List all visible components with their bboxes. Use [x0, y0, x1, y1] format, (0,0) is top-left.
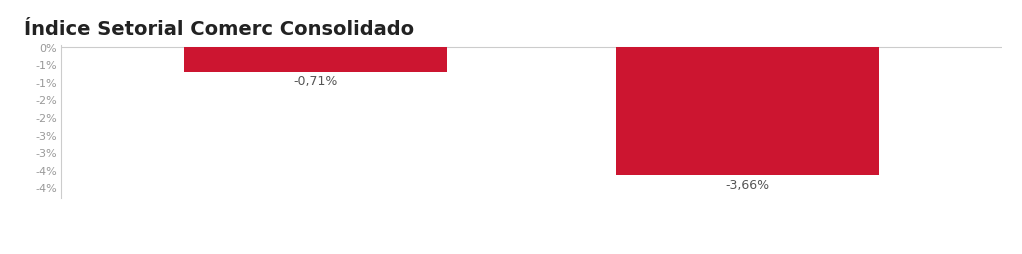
- Text: Índice Setorial Comerc Consolidado: Índice Setorial Comerc Consolidado: [24, 20, 414, 39]
- Bar: [184, 47, 447, 72]
- Text: -0,71%: -0,71%: [293, 74, 337, 87]
- Bar: [616, 47, 879, 176]
- Text: -3,66%: -3,66%: [726, 178, 770, 191]
